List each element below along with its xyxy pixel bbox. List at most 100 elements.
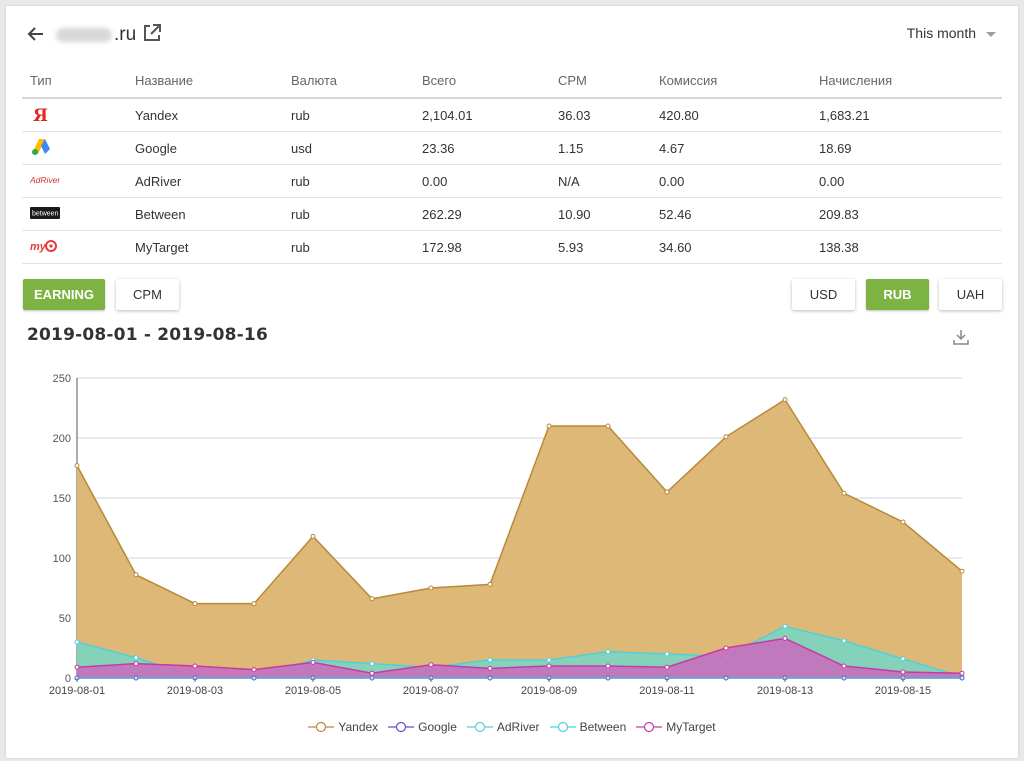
commission-cell: 4.67 xyxy=(651,131,811,165)
column-header-currency[interactable]: Валюта xyxy=(283,64,414,99)
legend-item-google[interactable]: Google xyxy=(388,717,457,737)
y-tick-label: 250 xyxy=(53,373,71,385)
adriver-logo: AdRiver xyxy=(29,173,61,190)
x-tick-label: 2019-08-01 xyxy=(49,685,105,697)
earning-button[interactable]: EARNING xyxy=(23,279,105,310)
column-header-name[interactable]: Название xyxy=(127,64,283,99)
data-point-between xyxy=(664,651,670,657)
cpm-button[interactable]: CPM xyxy=(116,279,179,310)
rub-button[interactable]: RUB xyxy=(866,279,929,310)
table-row[interactable]: my MyTarget rub 172.98 5.93 34.60 138.38 xyxy=(22,230,1002,264)
ad-networks-table: Тип Название Валюта Всего CPM Комиссия Н… xyxy=(22,64,1002,264)
currency-cell: rub xyxy=(283,164,414,198)
total-cell: 23.36 xyxy=(414,131,550,165)
name-cell: Between xyxy=(127,197,283,231)
chart-legend: Yandex Google AdRiver Between MyTarget xyxy=(6,717,1018,737)
data-point-between xyxy=(74,639,80,645)
type-cell: AdRiver xyxy=(22,164,127,198)
commission-cell: 0.00 xyxy=(651,164,811,198)
chart-date-range-title: 2019-08-01 - 2019-08-16 xyxy=(27,325,268,345)
site-name-redacted xyxy=(56,28,112,42)
data-point-mytarget xyxy=(546,663,552,669)
table-row[interactable]: between Between rub 262.29 10.90 52.46 2… xyxy=(22,197,1002,231)
table-row[interactable]: Я Yandex rub 2,104.01 36.03 420.80 1,683… xyxy=(22,98,1002,132)
stats-card: .ru This month Тип Название Валюта Всего… xyxy=(6,6,1018,758)
period-select-value: This month xyxy=(906,25,976,41)
currency-cell: rub xyxy=(283,230,414,264)
y-tick-label: 100 xyxy=(53,553,71,565)
x-tick-label: 2019-08-03 xyxy=(167,685,223,697)
data-point-between xyxy=(546,657,552,663)
name-cell: AdRiver xyxy=(127,164,283,198)
uah-button[interactable]: UAH xyxy=(939,279,1002,310)
period-select[interactable]: This month xyxy=(907,25,996,41)
legend-item-mytarget[interactable]: MyTarget xyxy=(636,717,716,737)
chevron-down-icon xyxy=(986,31,996,37)
data-point-yandex xyxy=(487,581,493,587)
accrual-cell: 1,683.21 xyxy=(811,98,1002,132)
legend-item-yandex[interactable]: Yandex xyxy=(308,717,378,737)
legend-label: Google xyxy=(418,720,457,734)
svg-text:AdRiver: AdRiver xyxy=(30,175,60,185)
currency-cell: usd xyxy=(283,131,414,165)
earnings-area-chart: 0 50 100 150 200 250 2019-08-01 2019-08-03 2019-… xyxy=(49,373,965,697)
yandex-logo: Я xyxy=(30,104,50,127)
commission-cell: 420.80 xyxy=(651,98,811,132)
data-point-between xyxy=(487,657,493,663)
x-tick-label: 2019-08-05 xyxy=(285,685,341,697)
data-point-yandex xyxy=(74,463,80,469)
y-tick-label: 0 xyxy=(65,673,71,685)
x-tick-label: 2019-08-09 xyxy=(521,685,577,697)
page-header: .ru This month xyxy=(6,6,1018,64)
table-row[interactable]: AdRiver AdRiver rub 0.00 N/A 0.00 0.00 xyxy=(22,164,1002,198)
site-name: .ru xyxy=(56,22,136,48)
series-area-yandex xyxy=(77,399,962,678)
table-row[interactable]: Google usd 23.36 1.15 4.67 18.69 xyxy=(22,131,1002,165)
cpm-cell: 5.93 xyxy=(550,230,651,264)
legend-item-adriver[interactable]: AdRiver xyxy=(466,717,540,737)
x-tick-label: 2019-08-15 xyxy=(875,685,931,697)
commission-cell: 34.60 xyxy=(651,230,811,264)
usd-button[interactable]: USD xyxy=(792,279,855,310)
legend-marker-icon xyxy=(636,721,663,733)
data-point-mytarget xyxy=(841,663,847,669)
legend-marker-icon xyxy=(308,721,335,733)
data-point-yandex xyxy=(605,423,611,429)
legend-marker-icon xyxy=(549,721,576,733)
back-arrow-icon[interactable] xyxy=(24,22,48,46)
data-point-yandex xyxy=(428,585,434,591)
column-header-type[interactable]: Тип xyxy=(22,64,127,99)
y-tick-label: 200 xyxy=(53,433,71,445)
data-point-mytarget xyxy=(251,667,257,673)
name-cell: MyTarget xyxy=(127,230,283,264)
data-point-yandex xyxy=(369,596,375,602)
data-point-between xyxy=(133,655,139,661)
legend-label: Yandex xyxy=(338,720,379,734)
cpm-cell: 1.15 xyxy=(550,131,651,165)
column-header-total[interactable]: Всего xyxy=(414,64,550,99)
commission-cell: 52.46 xyxy=(651,197,811,231)
data-point-mytarget xyxy=(192,663,198,669)
legend-label: Between xyxy=(579,720,627,734)
data-point-mytarget xyxy=(664,664,670,670)
x-tick-label: 2019-08-07 xyxy=(403,685,459,697)
column-header-commission[interactable]: Комиссия xyxy=(651,64,811,99)
series-line-yandex xyxy=(76,398,963,605)
column-header-accrual[interactable]: Начисления xyxy=(811,64,1002,99)
series-line-mytarget xyxy=(76,637,963,674)
name-cell: Yandex xyxy=(127,98,283,132)
y-tick-label: 150 xyxy=(53,493,71,505)
mytarget-logo: my xyxy=(30,237,60,258)
column-header-cpm[interactable]: CPM xyxy=(550,64,651,99)
data-point-yandex xyxy=(192,601,198,607)
x-tick-label: 2019-08-13 xyxy=(757,685,813,697)
series-area-mytarget xyxy=(77,638,962,678)
download-icon[interactable] xyxy=(952,328,972,348)
external-link-icon[interactable] xyxy=(142,23,164,45)
data-point-mytarget xyxy=(428,662,434,668)
cpm-cell: N/A xyxy=(550,164,651,198)
legend-item-between[interactable]: Between xyxy=(549,717,627,737)
data-point-yandex xyxy=(841,490,847,496)
type-cell: Я xyxy=(22,98,127,132)
data-point-mytarget xyxy=(782,635,788,641)
